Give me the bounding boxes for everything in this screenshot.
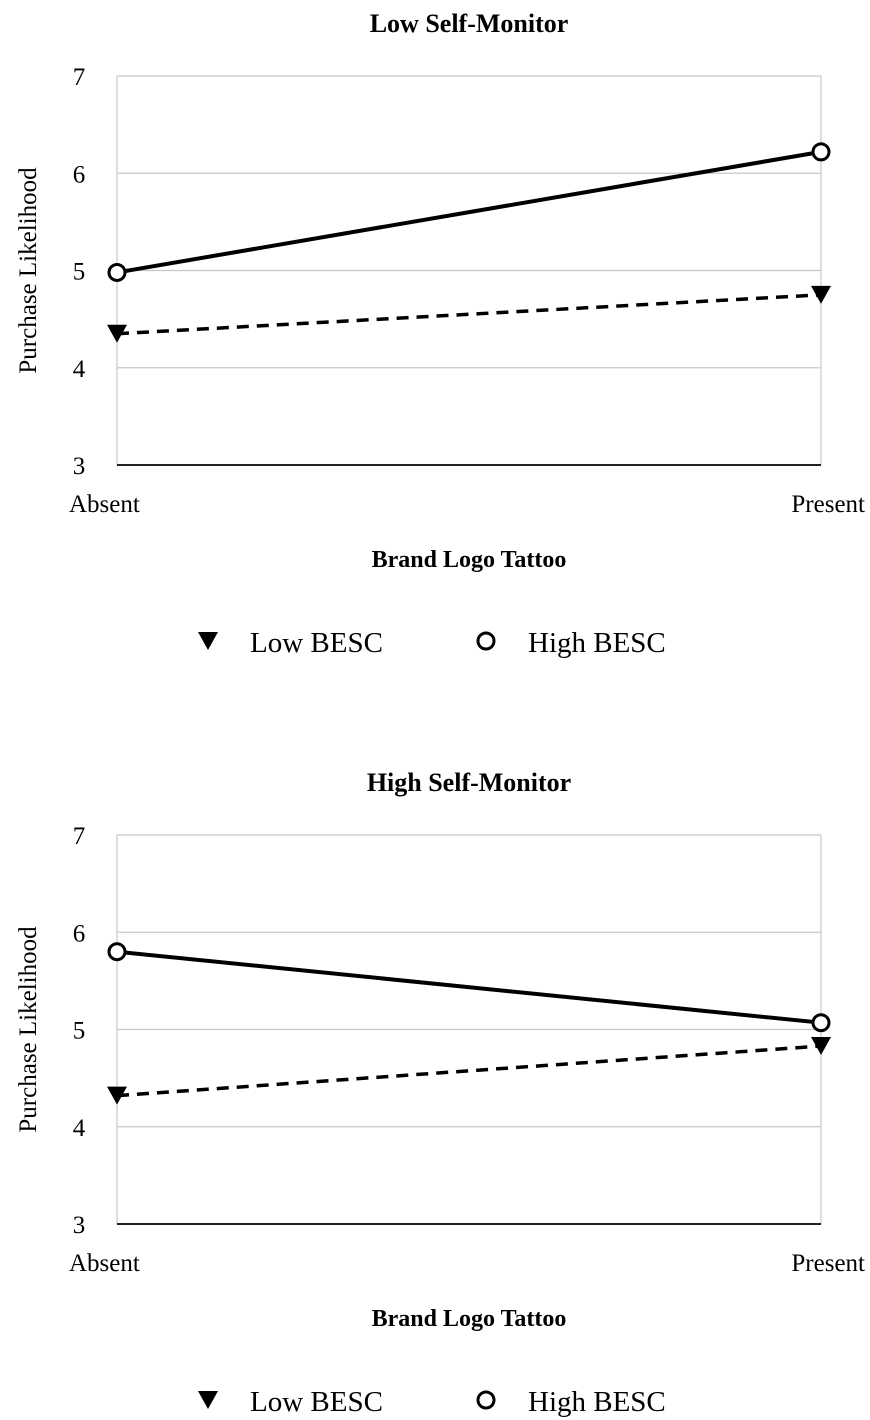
data-point [811,1037,831,1056]
data-point [476,1390,496,1410]
y-tick-label: 3 [73,453,86,480]
y-tick-label: 5 [73,259,86,286]
chart-title: Low Self-Monitor [370,9,569,38]
x-axis-label: Brand Logo Tattoo [372,1306,567,1332]
data-point [107,942,127,962]
data-point [811,285,831,304]
legend-label: High BESC [528,627,666,659]
series-line [116,949,822,1025]
data-point [198,1391,218,1409]
x-axis-label: Brand Logo Tattoo [372,547,567,573]
x-tick-label: Absent [69,491,140,518]
legend-label: Low BESC [250,1386,383,1418]
data-point [811,1013,831,1033]
data-point [107,324,127,343]
series-line [116,149,822,275]
legend-label: Low BESC [250,627,383,659]
x-tick-label: Absent [69,1250,140,1277]
series-high-besc [107,142,831,282]
legend: Low BESC High BESC [198,1386,666,1418]
y-tick-label: 6 [73,161,86,188]
x-tick-label: Present [791,491,865,518]
y-tick-label: 7 [73,64,86,91]
legend-label: High BESC [528,1386,666,1418]
series-line [116,293,822,336]
y-tick-label: 7 [73,823,86,850]
data-point [107,1086,127,1105]
series-low-besc [107,285,831,343]
chart-title: High Self-Monitor [367,768,571,797]
y-tick-label: 5 [73,1018,86,1045]
chart-panel: Low Self-Monitor 3 4 5 6 7 Absent Present Purcha… [15,9,865,659]
data-point [476,631,496,651]
x-tick-label: Present [791,1250,865,1277]
series-line [116,1044,822,1098]
data-point [107,262,127,282]
y-axis-label: Purchase Likelihood [15,926,42,1133]
data-point [811,142,831,162]
y-tick-label: 6 [73,920,86,947]
y-tick-label: 4 [73,356,86,383]
series-high-besc [107,942,831,1033]
chart-panel: High Self-Monitor 3 4 5 6 7 Absent Present Purch… [15,768,865,1418]
y-tick-label: 3 [73,1212,86,1239]
y-axis-label: Purchase Likelihood [15,167,42,374]
series-low-besc [107,1037,831,1105]
data-point [198,632,218,650]
y-tick-label: 4 [73,1115,86,1142]
legend: Low BESC High BESC [198,627,666,659]
